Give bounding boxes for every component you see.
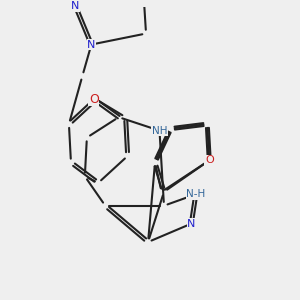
- Text: O: O: [205, 155, 214, 165]
- Text: O: O: [89, 93, 99, 106]
- Text: N: N: [187, 219, 196, 229]
- Text: NH: NH: [152, 126, 167, 136]
- Text: N-H: N-H: [186, 189, 206, 199]
- Text: N: N: [87, 40, 96, 50]
- Text: N: N: [71, 1, 80, 11]
